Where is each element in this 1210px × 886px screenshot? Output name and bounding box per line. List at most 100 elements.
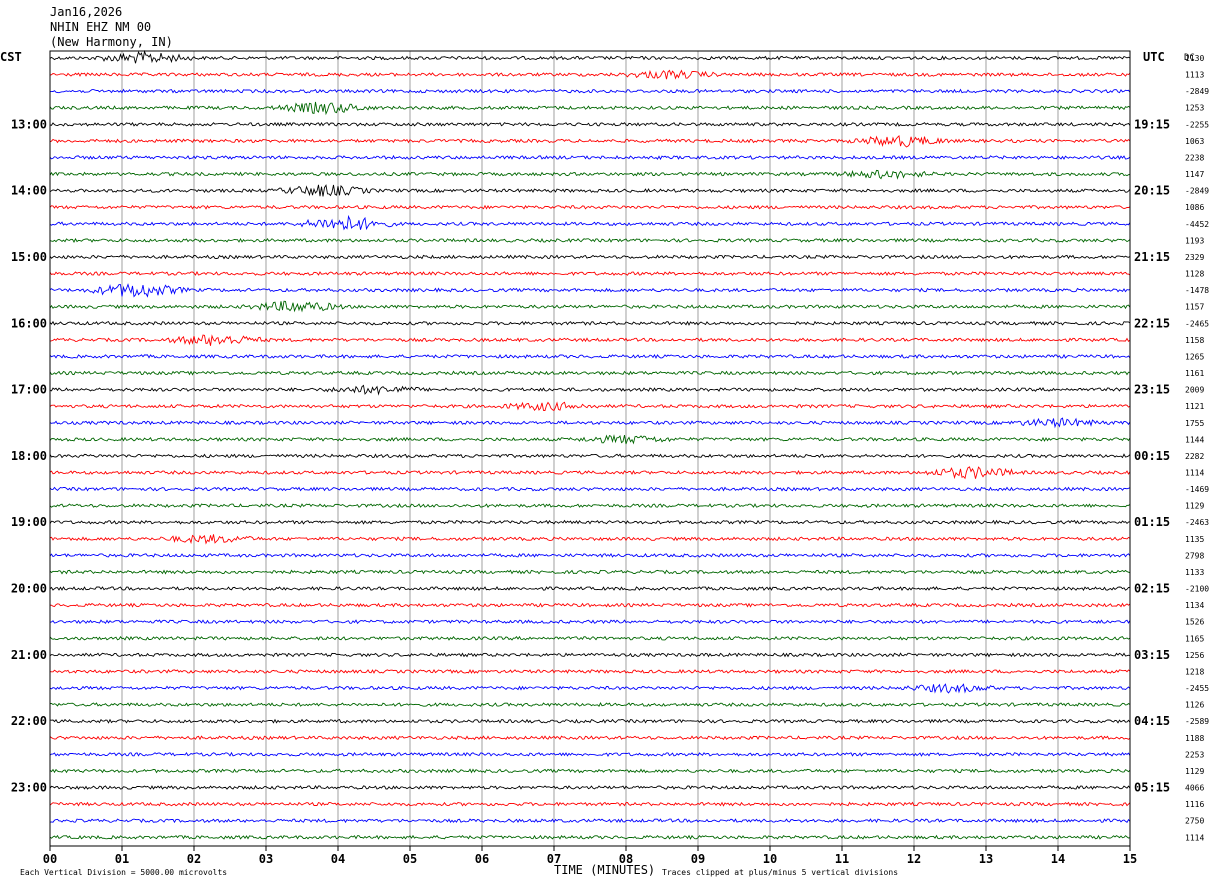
dc-offset-label: 1147 [1185, 170, 1204, 179]
dc-offset-label: -2465 [1185, 319, 1209, 328]
x-tick-labels: 00 01 02 03 04 05 06 07 08 09 10 11 12 13 14 15 [43, 852, 1137, 866]
trace-row [49, 519, 1131, 525]
left-hour-label: 21:00 [11, 648, 47, 662]
dc-offset-label: 1188 [1185, 734, 1204, 743]
dc-offset-label: 1193 [1185, 236, 1204, 245]
dc-offset-label: 1755 [1185, 419, 1204, 428]
trace-row [49, 283, 1131, 298]
x-tick-label: 03 [259, 852, 273, 866]
dc-offset-label: -2849 [1185, 87, 1209, 96]
header-location: (New Harmony, IN) [50, 35, 173, 49]
trace-row [49, 254, 1131, 260]
dc-offset-label: -1469 [1185, 485, 1209, 494]
dc-offset-label: 1116 [1185, 800, 1204, 809]
dc-offset-label: 1253 [1185, 104, 1204, 113]
left-hour-label: 23:00 [11, 781, 47, 795]
dc-offset-label: 1126 [1185, 701, 1204, 710]
trace-row [49, 453, 1131, 459]
trace-row [49, 204, 1131, 210]
x-tick-label: 04 [331, 852, 345, 866]
trace-row [49, 214, 1131, 231]
trace-row [49, 569, 1131, 575]
trace-row [49, 121, 1131, 127]
trace-row [49, 101, 1131, 116]
dc-offset-label: 1165 [1185, 634, 1204, 643]
trace-row [49, 486, 1131, 492]
trace-row [49, 417, 1131, 429]
trace-row [49, 534, 1131, 545]
right-hour-label: 20:15 [1134, 184, 1170, 198]
x-tick-label: 15 [1123, 852, 1137, 866]
grid [49, 51, 1131, 851]
trace-row [49, 619, 1131, 625]
footer-clip-note: Traces clipped at plus/minus 5 vertical … [662, 868, 898, 877]
right-hour-label: 23:15 [1134, 383, 1170, 397]
dc-offset-label: 1161 [1185, 369, 1204, 378]
trace-row [49, 466, 1131, 480]
right-hour-labels: 19:15 20:15 21:15 22:15 23:15 00:15 01:15 02:15… [1134, 117, 1170, 794]
right-hour-label: 02:15 [1134, 582, 1170, 596]
trace-row [49, 88, 1131, 94]
trace-row [49, 134, 1131, 148]
dc-offset-label: 1157 [1185, 303, 1204, 312]
left-hour-label: 16:00 [11, 316, 47, 330]
trace-row [49, 683, 1131, 694]
dc-offset-label: 2798 [1185, 551, 1204, 560]
trace-row [49, 801, 1131, 807]
trace-row [49, 401, 1131, 412]
left-hour-label: 20:00 [11, 582, 47, 596]
left-hour-label: 17:00 [11, 383, 47, 397]
dc-offset-label: 1129 [1185, 502, 1204, 511]
dc-offset-label: -4452 [1185, 220, 1209, 229]
dc-offset-label: -1478 [1185, 286, 1209, 295]
dc-offset-label: 1129 [1185, 767, 1204, 776]
dc-offset-label: 2009 [1185, 386, 1204, 395]
x-tick-label: 06 [475, 852, 489, 866]
x-tick-label: 13 [979, 852, 993, 866]
trace-row [49, 784, 1131, 790]
dc-offset-label: 1113 [1185, 71, 1204, 80]
dc-offset-label: 1128 [1185, 270, 1204, 279]
trace-row [49, 503, 1131, 509]
dc-offset-label: 1114 [1185, 833, 1204, 842]
trace-row [49, 652, 1131, 658]
right-hour-label: 03:15 [1134, 648, 1170, 662]
dc-offset-label: 2282 [1185, 452, 1204, 461]
dc-offset-label: 1144 [1185, 435, 1204, 444]
dc-offset-labels: 1130 1113 -2849 1253 -2255 1063 2238 1147 -2849 1… [1185, 54, 1209, 842]
x-tick-label: 09 [691, 852, 705, 866]
trace-row [49, 434, 1131, 445]
dc-offset-label: 1134 [1185, 601, 1204, 610]
trace-row [49, 384, 1131, 396]
trace-row [49, 49, 1131, 64]
dc-offset-label: 1135 [1185, 535, 1204, 544]
dc-offset-label: 1114 [1185, 469, 1204, 478]
left-hour-labels: 13:00 14:00 15:00 16:00 17:00 18:00 19:00 20:00… [11, 117, 47, 794]
x-tick-label: 05 [403, 852, 417, 866]
trace-row [49, 154, 1131, 161]
left-hour-label: 15:00 [11, 250, 47, 264]
dc-offset-label: 1063 [1185, 137, 1204, 146]
x-tick-label: 14 [1051, 852, 1065, 866]
dc-offset-label: 2329 [1185, 253, 1204, 262]
trace-row [50, 602, 1131, 608]
trace-row [49, 320, 1131, 326]
left-hour-label: 22:00 [11, 714, 47, 728]
dc-offset-label: 1086 [1185, 203, 1204, 212]
dc-offset-label: 2750 [1185, 817, 1204, 826]
x-tick-label: 11 [835, 852, 849, 866]
trace-row [49, 668, 1131, 674]
trace-row [49, 751, 1131, 757]
trace-row [49, 300, 1131, 313]
right-hour-label: 19:15 [1134, 117, 1170, 131]
trace-row [49, 768, 1131, 774]
x-tick-label: 01 [115, 852, 129, 866]
trace-row [49, 370, 1131, 376]
right-hour-label: 05:15 [1134, 781, 1170, 795]
dc-offset-label: -2849 [1185, 187, 1209, 196]
x-tick-label: 07 [547, 852, 561, 866]
x-tick-label: 08 [619, 852, 633, 866]
dc-offset-label: 2238 [1185, 153, 1204, 162]
dc-offset-label: 4066 [1185, 784, 1204, 793]
